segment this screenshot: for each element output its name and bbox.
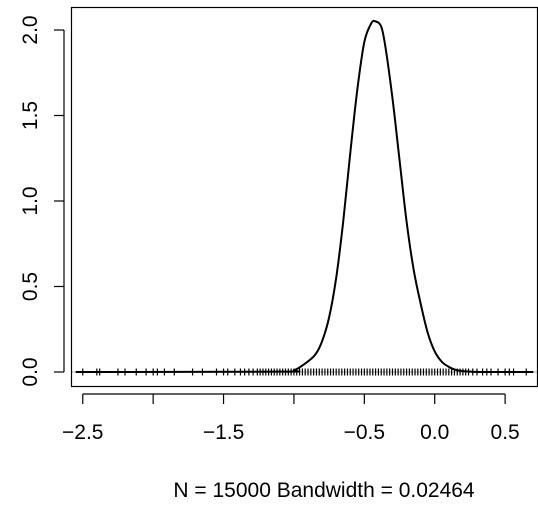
y-tick-label: 0.0 xyxy=(19,357,42,386)
x-tick-label: −1.5 xyxy=(203,421,244,444)
y-tick-label: 0.5 xyxy=(19,272,42,301)
y-tick-label: 1.0 xyxy=(19,186,42,215)
x-tick-label: 0.5 xyxy=(491,421,520,444)
y-tick-label: 1.5 xyxy=(19,101,42,130)
x-tick-label: 0.0 xyxy=(420,421,449,444)
x-axis-label: N = 15000 Bandwidth = 0.02464 xyxy=(173,479,475,502)
x-tick-label: −2.5 xyxy=(62,421,103,444)
y-tick-label: 2.0 xyxy=(19,15,42,44)
x-tick-label: −0.5 xyxy=(344,421,385,444)
